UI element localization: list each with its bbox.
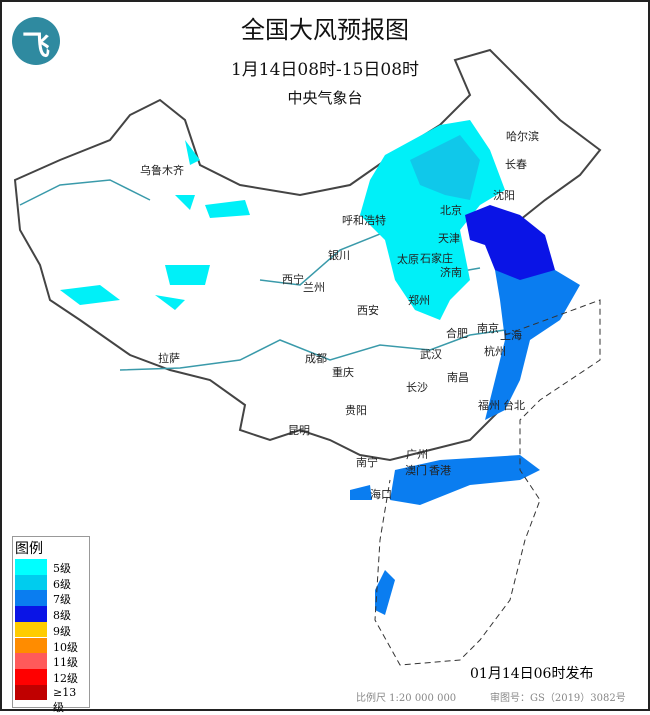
cma-logo: 飞 <box>12 17 60 65</box>
city-label: 兰州 <box>303 281 325 294</box>
legend-swatch <box>15 668 47 685</box>
city-label: 广州 <box>406 448 428 461</box>
legend-label: 9级 <box>53 624 71 638</box>
map-scale: 比例尺 1:20 000 000 <box>356 693 457 704</box>
legend-swatch <box>15 684 47 701</box>
city-label: 济南 <box>440 266 462 279</box>
city-label: 南京 <box>477 322 499 335</box>
legend-label: 12级 <box>53 671 78 685</box>
legend-swatch <box>15 621 47 638</box>
legend-item: 12级 <box>15 668 87 685</box>
legend-label: ≥13级 <box>53 685 77 714</box>
river <box>119 329 506 371</box>
city-label: 银川 <box>328 249 350 262</box>
city-label: 澳门 <box>405 464 427 477</box>
issue-time: 01月14日06时发布 <box>470 666 594 682</box>
city-label: 武汉 <box>420 348 442 361</box>
issuer: 中央气象台 <box>287 89 363 107</box>
wind-area-7 <box>350 455 540 615</box>
legend-swatch <box>15 637 47 654</box>
wind-area-8 <box>465 205 555 280</box>
city-label: 西宁 <box>282 273 304 286</box>
city-label: 沈阳 <box>493 189 515 202</box>
legend-swatch <box>15 574 47 591</box>
legend-label: 8级 <box>53 609 71 623</box>
legend-label: 5级 <box>53 562 71 575</box>
city-label: 海口 <box>370 488 392 501</box>
city-label: 乌鲁木齐 <box>140 164 184 177</box>
sea-boundary <box>374 299 601 666</box>
city-label: 长春 <box>505 158 527 171</box>
legend-item: 7级 <box>15 590 87 606</box>
city-label: 杭州 <box>484 345 506 358</box>
city-label: 南昌 <box>447 371 469 384</box>
city-label: 香港 <box>429 464 451 477</box>
city-label: 北京 <box>440 204 462 217</box>
legend-label: 7级 <box>53 593 71 607</box>
wind-area-6 <box>410 135 480 200</box>
city-label: 福州 <box>478 399 500 412</box>
legend-item: 6级 <box>15 574 87 591</box>
city-label: 成都 <box>305 352 327 365</box>
legend-item: 10级 <box>15 637 87 654</box>
legend-label: 6级 <box>53 577 71 591</box>
city-label: 昆明 <box>288 424 310 437</box>
legend-swatch <box>15 559 47 575</box>
city-label: 上海 <box>500 329 522 342</box>
city-label: 天津 <box>438 232 460 245</box>
city-label: 重庆 <box>332 366 354 379</box>
city-label: 石家庄 <box>420 252 453 265</box>
legend-swatch <box>15 590 47 607</box>
wind-area-5 <box>60 140 250 310</box>
map-title: 全国大风预报图 <box>241 16 409 44</box>
river <box>19 179 151 206</box>
city-label: 哈尔滨 <box>506 130 539 143</box>
city-label: 贵阳 <box>345 404 367 417</box>
legend-swatch <box>15 653 47 669</box>
city-label: 太原 <box>397 253 419 266</box>
city-label: 拉萨 <box>158 352 180 365</box>
city-label: 西安 <box>357 304 379 317</box>
review-number: 审图号：GS（2019）3082号 <box>490 693 626 704</box>
legend-item: 5级 <box>15 559 87 575</box>
city-label: 合肥 <box>446 327 468 340</box>
city-label: 台北 <box>503 399 525 412</box>
legend-item: 11级 <box>15 653 87 669</box>
legend-swatch <box>15 606 47 622</box>
city-label: 长沙 <box>406 381 428 394</box>
city-label: 呼和浩特 <box>342 214 386 227</box>
wind-area-7 <box>485 270 580 420</box>
city-label: 南宁 <box>356 456 378 469</box>
legend-label: 10级 <box>53 640 78 654</box>
legend-item: ≥13级 <box>15 684 87 714</box>
legend-item: 9级 <box>15 621 87 638</box>
legend-title: 图例 <box>15 541 43 557</box>
legend: 图例 5级 6级 7级 8级 9级 10级 11级 12级 ≥13级 <box>12 536 90 714</box>
legend-item: 8级 <box>15 606 87 622</box>
forecast-period: 1月14日08时-15日08时 <box>230 60 420 80</box>
city-label: 郑州 <box>408 294 430 307</box>
legend-label: 11级 <box>53 656 78 670</box>
